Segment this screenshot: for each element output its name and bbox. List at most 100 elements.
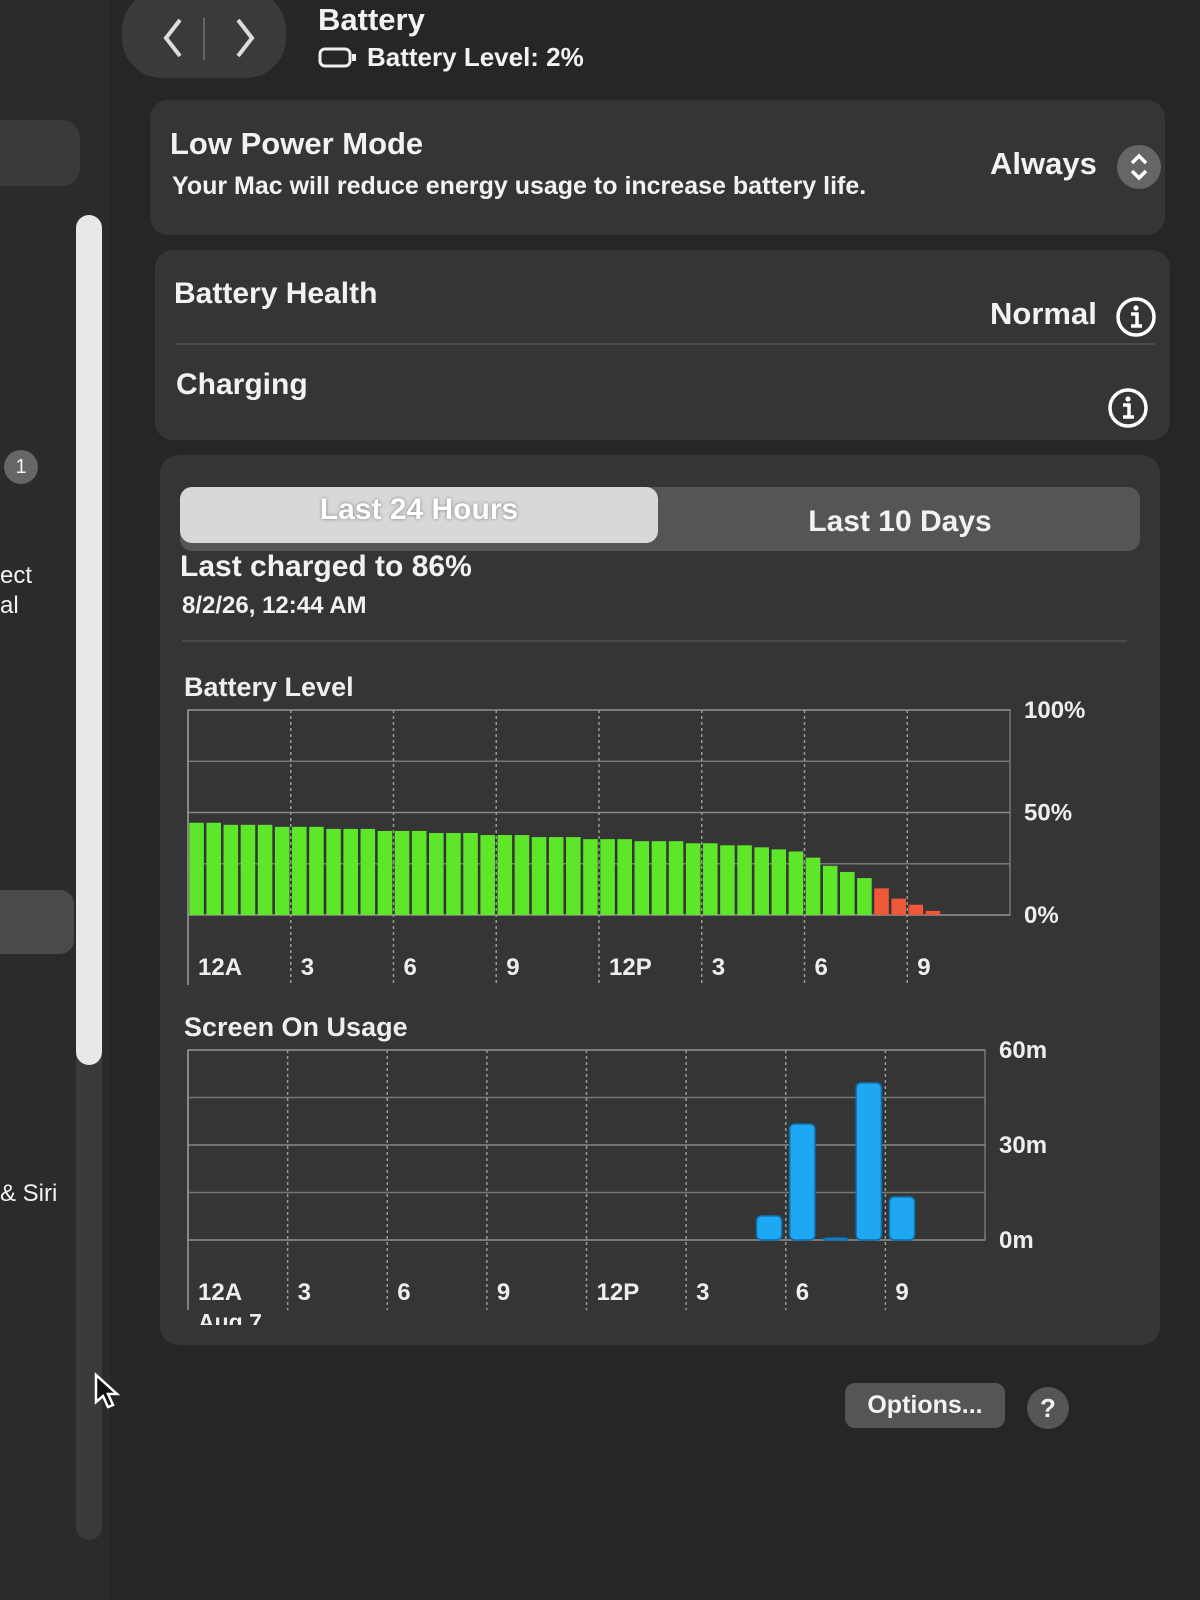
- x-tick-label: 12P: [609, 954, 652, 981]
- nav-icons: [163, 18, 255, 60]
- x-tick-label: 9: [497, 1279, 510, 1306]
- low-power-label: Low Power Mode: [170, 126, 424, 161]
- x-tick-label: 3: [301, 954, 314, 981]
- y-tick-label: 0m: [999, 1227, 1034, 1254]
- back[interactable]: [163, 18, 182, 58]
- x-tick-label: 9: [506, 954, 519, 981]
- bar: [925, 910, 941, 915]
- nav-buttons: [122, 0, 286, 78]
- y-tick-label: 60m: [999, 1037, 1047, 1064]
- bar: [805, 857, 821, 915]
- bar: [411, 830, 427, 915]
- x-tick-label: 6: [796, 1279, 809, 1306]
- bar: [788, 1123, 816, 1241]
- info-button[interactable]: [1114, 295, 1158, 339]
- bar: [891, 898, 906, 915]
- bar: [908, 904, 924, 915]
- y-tick-label: 100%: [1024, 697, 1085, 724]
- bar: [685, 843, 701, 915]
- cursor: [94, 1372, 121, 1409]
- bar: [480, 835, 495, 915]
- x-tick-label: 12A: [198, 954, 242, 981]
- bar: [855, 1082, 883, 1241]
- bar: [240, 824, 256, 915]
- date-label: Aug 7: [198, 1309, 262, 1325]
- x-tick-label: 3: [298, 1279, 311, 1306]
- chart-title: Screen On Usage: [184, 1012, 408, 1042]
- sidebar-selected[interactable]: [0, 890, 74, 954]
- bar: [583, 839, 598, 915]
- sidebar-text[interactable]: ect: [0, 562, 33, 589]
- y-tick-label: 0%: [1024, 902, 1059, 929]
- x-tick-label: 6: [397, 1279, 410, 1306]
- bar: [394, 830, 410, 915]
- x-tick-label: 3: [696, 1279, 709, 1306]
- scroll-thumb[interactable]: [76, 215, 102, 1065]
- stepper[interactable]: [1116, 144, 1162, 190]
- sidebar-text[interactable]: al: [0, 592, 19, 619]
- bar: [617, 839, 632, 915]
- bar: [360, 828, 376, 915]
- x-tick-label: 12A: [198, 1279, 242, 1306]
- x-tick-label: 6: [815, 954, 828, 981]
- options-button[interactable]: Options...: [845, 1383, 1005, 1428]
- chart-title: Battery Level: [184, 672, 354, 702]
- bar: [548, 837, 564, 915]
- sidebar-item[interactable]: [0, 120, 80, 186]
- health-panel: [155, 250, 1170, 440]
- bar: [206, 822, 221, 915]
- bar: [822, 1237, 849, 1241]
- bar: [343, 828, 358, 915]
- bar: [857, 878, 872, 915]
- bar: [888, 1196, 916, 1241]
- bar: [514, 835, 530, 915]
- bar: [840, 871, 855, 915]
- forward[interactable]: [236, 18, 255, 58]
- battery-icon: [318, 47, 356, 68]
- bar: [326, 828, 341, 915]
- bar: [463, 833, 478, 915]
- x-tick-label: 9: [917, 954, 930, 981]
- bar: [446, 833, 461, 915]
- bar: [497, 835, 513, 915]
- sidebar-text[interactable]: & Siri: [0, 1180, 58, 1207]
- bar: [292, 826, 307, 915]
- bar: [737, 845, 752, 915]
- bar: [822, 865, 838, 915]
- bar: [531, 837, 547, 915]
- screen-chart: Screen On Usage 0m 30m 60m 12A 3 6 9 12P 3 6 9 Aug 7: [184, 1012, 1047, 1325]
- last-charged: Last charged to 86%: [180, 550, 472, 583]
- last-charged-date: 8/2/26, 12:44 AM: [182, 592, 367, 619]
- tab[interactable]: Last 24 Hours: [180, 487, 658, 543]
- health-label: Battery Health: [174, 277, 378, 310]
- x-tick-label: 12P: [597, 1279, 640, 1306]
- low-power-desc: Your Mac will reduce energy usage to inc…: [172, 172, 867, 200]
- y-tick-label: 50%: [1024, 800, 1072, 827]
- bar: [634, 841, 650, 915]
- help-button[interactable]: ?: [1027, 1387, 1069, 1429]
- bar: [755, 1215, 783, 1241]
- divider: [175, 343, 1155, 345]
- charging-label: Charging: [176, 368, 308, 401]
- x-tick-label: 3: [712, 954, 725, 981]
- low-power-value[interactable]: Always: [990, 146, 1097, 181]
- x-tick-label: 6: [404, 954, 417, 981]
- badge: 1: [4, 450, 38, 484]
- divider: [182, 640, 1127, 642]
- bar: [651, 841, 667, 915]
- info-button[interactable]: [1106, 386, 1150, 430]
- low-power-panel: [150, 100, 1165, 235]
- bar: [429, 833, 444, 915]
- bar: [274, 826, 290, 915]
- subtitle: Battery Level: 2%: [367, 42, 584, 72]
- y-tick-label: 30m: [999, 1132, 1047, 1159]
- bar: [223, 824, 239, 915]
- bar: [720, 845, 735, 915]
- bar: [600, 839, 615, 915]
- health-value: Normal: [990, 296, 1097, 331]
- bar: [309, 826, 324, 915]
- bar: [377, 830, 393, 915]
- tab[interactable]: Last 10 Days: [808, 505, 992, 538]
- bar: [874, 888, 889, 915]
